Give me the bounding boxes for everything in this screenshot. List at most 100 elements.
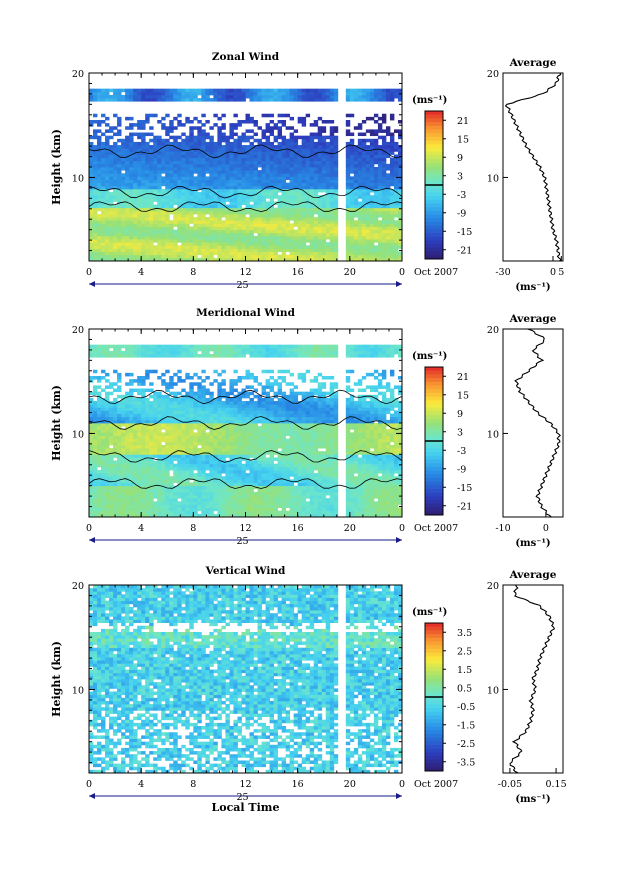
heatmap-cell: [149, 350, 154, 355]
heatmap-cell: [165, 232, 170, 237]
heatmap-cell: [329, 210, 335, 215]
heatmap-cell: [193, 510, 198, 515]
heatmap-cell: [377, 192, 383, 196]
heatmap-cell: [161, 148, 166, 152]
heatmap-cell: [113, 154, 118, 158]
heatmap-cell: [309, 210, 315, 215]
heatmap-cell: [217, 179, 222, 184]
heatmap-cell: [361, 245, 367, 249]
heatmap-cell: [185, 476, 190, 480]
heatmap-cell: [381, 214, 387, 218]
heatmap-cell: [165, 413, 170, 418]
heatmap-cell: [385, 167, 391, 171]
heatmap-cell: [177, 426, 182, 430]
heatmap-cell: [161, 242, 166, 246]
heatmap-cell: [93, 407, 98, 411]
heatmap-cell: [209, 210, 214, 215]
heatmap-cell: [177, 185, 182, 190]
heatmap-cell: [181, 179, 186, 184]
heatmap-cell: [381, 173, 387, 177]
heatmap-cell: [221, 135, 226, 140]
heatmap-cell: [345, 148, 351, 152]
heatmap-cell: [101, 410, 106, 414]
heatmap-cell: [137, 347, 142, 352]
heatmap-cell: [237, 145, 242, 149]
heatmap-cell: [213, 157, 218, 162]
heatmap-cell: [129, 404, 134, 408]
heatmap-cell: [313, 210, 319, 215]
heatmap-cell: [129, 510, 134, 515]
heatmap-cell: [289, 132, 295, 137]
heatmap-cell: [353, 94, 359, 99]
heatmap-cell: [157, 232, 162, 237]
heatmap-cell: [249, 239, 254, 243]
heatmap-cell: [281, 257, 287, 262]
heatmap-cell: [253, 185, 258, 190]
heatmap-cell: [333, 248, 339, 252]
heatmap-cell: [97, 145, 102, 149]
heatmap-cell: [389, 254, 395, 259]
heatmap-cell: [181, 423, 186, 427]
heatmap-cell: [297, 251, 303, 256]
heatmap-cell: [325, 214, 331, 218]
heatmap-cell: [105, 438, 110, 443]
heatmap-cell: [181, 470, 186, 474]
heatmap-cell: [393, 201, 399, 205]
heatmap-cell: [285, 229, 291, 234]
heatmap-cell: [133, 479, 138, 483]
heatmap-cell: [233, 245, 238, 249]
heatmap-cell: [169, 507, 174, 512]
heatmap-cell: [237, 94, 242, 99]
heatmap-cell: [133, 401, 138, 405]
heatmap-cell: [389, 188, 395, 193]
heatmap-cell: [289, 141, 295, 146]
heatmap-cell: [153, 423, 158, 427]
heatmap-cell: [165, 239, 170, 243]
heatmap-cell: [393, 248, 399, 252]
heatmap-cell: [125, 347, 130, 352]
heatmap-cell: [297, 160, 303, 165]
heatmap-cell: [157, 498, 162, 502]
heatmap-cell: [261, 167, 266, 171]
heatmap-cell: [109, 232, 114, 237]
heatmap-cell: [181, 192, 186, 196]
heatmap-cell: [125, 397, 130, 402]
heatmap-cell: [233, 141, 238, 146]
heatmap-cell: [121, 179, 126, 184]
heatmap-cell: [197, 388, 202, 393]
heatmap-cell: [257, 204, 262, 209]
heatmap-cell: [109, 385, 114, 389]
heatmap-cell: [133, 448, 138, 452]
heatmap-cell: [109, 391, 114, 396]
heatmap-cell: [345, 151, 351, 155]
heatmap-cell: [381, 220, 387, 224]
heatmap-cell: [145, 254, 150, 259]
heatmap-cell: [161, 141, 166, 146]
heatmap-cell: [201, 347, 206, 352]
heatmap-cell: [101, 498, 106, 502]
heatmap-cell: [221, 232, 226, 237]
heatmap-cell: [397, 135, 403, 140]
heatmap-cell: [289, 138, 295, 143]
heatmap-cell: [117, 479, 122, 483]
heatmap-cell: [97, 160, 102, 165]
heatmap-cell: [269, 210, 274, 215]
heatmap-cell: [185, 210, 190, 215]
heatmap-cell: [169, 235, 174, 240]
heatmap-cell: [285, 126, 291, 130]
heatmap-cell: [181, 495, 186, 499]
heatmap-cell: [133, 457, 138, 461]
heatmap-cell: [201, 466, 206, 471]
heatmap-cell: [97, 470, 102, 474]
heatmap-cell: [93, 388, 98, 393]
heatmap-cell: [125, 248, 130, 252]
heatmap-cell: [245, 192, 250, 196]
heatmap-cell: [381, 176, 387, 180]
heatmap-cell: [353, 148, 359, 152]
heatmap-cell: [225, 232, 230, 237]
heatmap-cell: [105, 413, 110, 418]
heatmap-cell: [209, 251, 214, 256]
heatmap-cell: [89, 454, 94, 458]
heatmap-cell: [257, 248, 262, 252]
heatmap-cell: [249, 254, 254, 259]
